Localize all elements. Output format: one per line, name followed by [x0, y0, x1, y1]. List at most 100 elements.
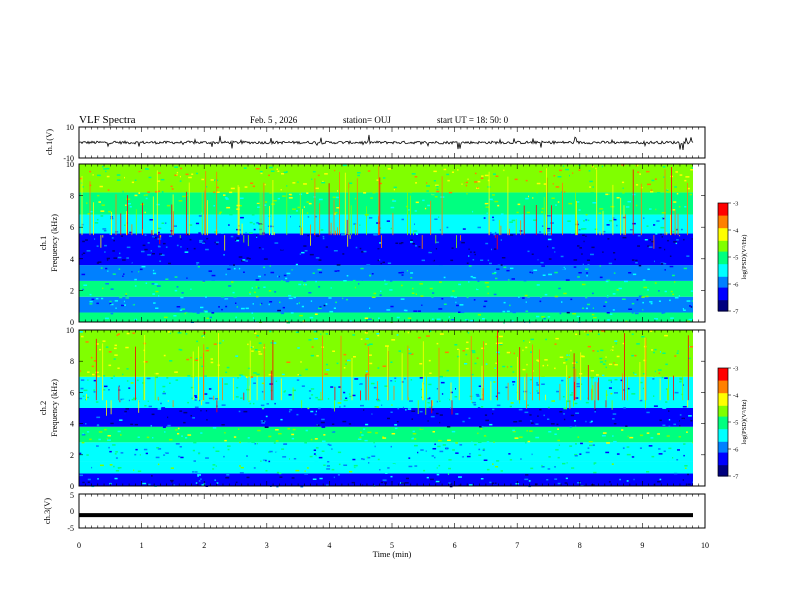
spectral-cell — [117, 256, 122, 259]
spectral-cell — [97, 478, 99, 480]
colorbar-swatch — [718, 204, 728, 208]
spectral-cell — [180, 238, 182, 240]
spectral-cell — [467, 178, 469, 180]
colorbar-swatch — [718, 203, 728, 206]
spectral-cell — [627, 387, 630, 390]
spectral-cell — [123, 413, 127, 415]
spectral-cell — [664, 248, 666, 251]
spectral-cell — [210, 358, 213, 360]
spectral-cell — [391, 433, 396, 435]
spectral-cell — [366, 389, 370, 391]
spectral-cell — [302, 174, 305, 177]
spectral-cell — [288, 410, 291, 413]
spectral-cell — [89, 303, 93, 305]
ch3-waveform-panel: 5 0 -5 ch.3(V) — [42, 491, 706, 533]
spectral-cell — [269, 330, 272, 333]
spectral-cell — [378, 220, 381, 223]
spectral-cell — [303, 183, 307, 185]
spectral-cell — [155, 307, 159, 309]
spectral-cell — [480, 428, 483, 430]
spectral-cell — [184, 251, 189, 253]
spectral-cell — [166, 377, 169, 379]
spectral-cell — [526, 430, 528, 432]
spectral-cell — [391, 307, 394, 310]
spectral-cell — [431, 409, 434, 411]
colorbar-swatch — [718, 463, 728, 466]
spectral-cell — [249, 293, 251, 295]
spectral-cell — [138, 192, 141, 194]
spectral-cell — [552, 247, 555, 249]
spectral-band — [79, 442, 693, 462]
spectral-cell — [79, 437, 82, 439]
spectral-cell — [96, 262, 100, 264]
spectral-cell — [198, 451, 201, 453]
spectral-cell — [531, 272, 534, 274]
colorbar-tick-label: -4 — [733, 228, 739, 235]
spectral-cell — [132, 332, 136, 334]
spectral-cell — [167, 202, 170, 205]
spectral-cell — [105, 317, 109, 320]
spectral-cell — [294, 304, 297, 307]
spectral-cell — [95, 401, 99, 403]
spectral-cell — [254, 332, 257, 334]
spectral-cell — [512, 311, 516, 314]
spectral-cell — [157, 172, 161, 174]
spectral-cell — [261, 302, 263, 305]
spectral-cell — [577, 201, 580, 203]
spectral-cell — [440, 381, 445, 384]
spectral-cell — [534, 282, 538, 284]
spectral-cell — [458, 484, 462, 487]
spectral-cell — [97, 174, 101, 177]
spectral-cell — [269, 225, 274, 228]
spectral-cell — [639, 173, 641, 175]
spectral-cell — [391, 404, 393, 406]
spectral-cell — [82, 481, 85, 484]
spectral-cell — [562, 165, 565, 167]
spectral-cell — [178, 348, 181, 351]
spectral-cell — [605, 356, 607, 358]
spectral-cell — [305, 368, 308, 371]
spectral-cell — [538, 263, 542, 265]
colorbar-swatch — [718, 384, 728, 387]
spectral-cell — [588, 441, 593, 443]
spectral-cell — [428, 226, 432, 229]
spectral-cell — [486, 441, 490, 443]
spectral-cell — [193, 460, 196, 462]
spectral-cell — [190, 356, 192, 359]
spectral-cell — [454, 396, 458, 398]
spectral-cell — [292, 428, 296, 431]
spectral-cell — [369, 275, 371, 277]
spectral-cell — [537, 215, 541, 217]
spectral-cell — [609, 413, 613, 415]
spectral-cell — [559, 312, 562, 315]
spectral-cell — [102, 287, 104, 290]
spectral-cell — [469, 453, 471, 455]
colorbar-swatch — [718, 409, 728, 412]
spectral-cell — [492, 413, 494, 415]
spectral-cell — [631, 354, 634, 357]
spectral-cell — [278, 433, 282, 435]
spectral-cell — [534, 483, 538, 485]
spectral-cell — [505, 466, 509, 469]
spectral-cell — [168, 390, 171, 392]
spectral-cell — [220, 380, 223, 383]
spectral-cell — [107, 216, 110, 218]
spectral-cell — [635, 259, 638, 262]
spectral-cell — [256, 442, 258, 445]
spectral-cell — [608, 193, 610, 195]
spectral-cell — [674, 355, 677, 357]
spectral-cell — [635, 262, 638, 264]
spectral-cell — [205, 349, 210, 352]
spectral-cell — [225, 343, 229, 346]
spectral-band — [79, 426, 693, 443]
spectral-cell — [96, 245, 99, 247]
spectral-cell — [601, 374, 605, 377]
spectral-cell — [468, 281, 470, 283]
spectral-cell — [674, 391, 679, 394]
spectral-cell — [593, 462, 597, 464]
spectral-cell — [207, 261, 209, 263]
spectral-cell — [281, 373, 285, 376]
spectral-cell — [87, 478, 91, 481]
spectral-cell — [380, 257, 384, 259]
spectral-cell — [439, 450, 444, 453]
